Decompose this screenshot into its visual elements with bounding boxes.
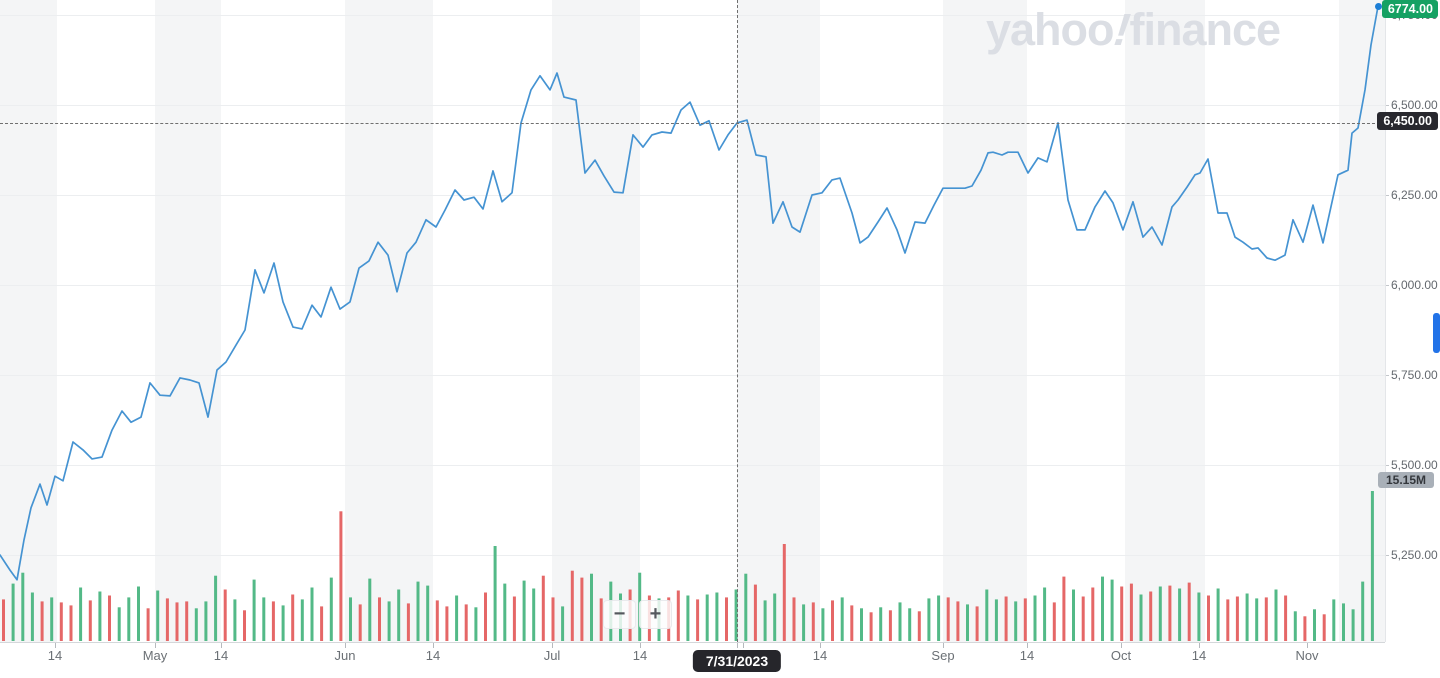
x-axis-label: May (142, 648, 168, 663)
y-gridline (0, 105, 1385, 106)
zoom-in-button[interactable]: + (639, 600, 672, 629)
y-axis-label: 5,500.00 (1391, 458, 1438, 472)
watermark-yahoo: yahoo (986, 4, 1115, 55)
x-axis-tick (743, 643, 744, 648)
y-axis-tick (1385, 555, 1389, 556)
last-price-badge: 6774.00 (1381, 0, 1438, 18)
month-stripe (552, 0, 640, 642)
x-axis-tick (1121, 643, 1122, 648)
volume-bars (2, 491, 1374, 642)
month-stripe (737, 0, 820, 642)
x-axis-label: 14 (47, 648, 63, 663)
watermark-finance: finance (1129, 4, 1282, 55)
month-stripe (155, 0, 221, 642)
y-axis-tick (1385, 195, 1389, 196)
y-axis-tick (1385, 105, 1389, 106)
scrollbar-thumb[interactable] (1433, 313, 1440, 353)
x-axis-label: Jun (334, 648, 356, 663)
x-axis-tick (1199, 643, 1200, 648)
crosshair-price-badge: 6,450.00 (1377, 112, 1438, 130)
x-axis-label: Oct (1110, 648, 1132, 663)
x-axis-tick (155, 643, 156, 648)
y-axis-label: 6,250.00 (1391, 188, 1438, 202)
last-price-dot (1374, 2, 1382, 10)
crosshair-horizontal-line (0, 123, 1385, 124)
x-axis-label: 14 (1191, 648, 1207, 663)
x-axis-tick (737, 643, 738, 648)
month-stripe (1125, 0, 1205, 642)
crosshair-date-tooltip: 7/31/2023 (692, 650, 782, 672)
zoom-out-button[interactable]: − (603, 600, 636, 629)
minus-icon: − (613, 602, 626, 625)
yahoo-finance-watermark: yahoo!finance (986, 4, 1282, 56)
x-axis-label: 14 (812, 648, 828, 663)
x-axis-tick (55, 643, 56, 648)
y-axis-tick (1385, 285, 1389, 286)
x-axis-tick (1027, 643, 1028, 648)
y-axis-label: 6,000.00 (1391, 278, 1438, 292)
x-axis-label: 14 (213, 648, 229, 663)
x-axis-line (0, 642, 1385, 643)
y-gridline (0, 555, 1385, 556)
x-axis-label: Jul (543, 648, 561, 663)
x-axis-tick (552, 643, 553, 648)
x-axis-tick (640, 643, 641, 648)
x-axis-tick (433, 643, 434, 648)
x-axis-tick (943, 643, 944, 648)
y-gridline (0, 375, 1385, 376)
crosshair-vertical-line (737, 0, 738, 642)
y-axis-label: 6,500.00 (1391, 98, 1438, 112)
x-axis-tick (221, 643, 222, 648)
x-axis-label: 14 (425, 648, 441, 663)
month-stripe (345, 0, 433, 642)
y-gridline (0, 285, 1385, 286)
x-axis-tick (345, 643, 346, 648)
x-axis-label: Sep (931, 648, 955, 663)
plot-right-border (1385, 0, 1386, 642)
plus-icon: + (649, 602, 662, 625)
chart-canvas[interactable] (0, 0, 1385, 642)
month-stripe (943, 0, 1027, 642)
y-gridline (0, 465, 1385, 466)
y-axis-label: 5,750.00 (1391, 368, 1438, 382)
y-gridline (0, 195, 1385, 196)
x-axis-tick (1307, 643, 1308, 648)
y-axis-tick (1385, 465, 1389, 466)
x-axis-tick (820, 643, 821, 648)
x-axis-label: 14 (1019, 648, 1035, 663)
y-gridline (0, 15, 1385, 16)
x-axis-label: Nov (1295, 648, 1319, 663)
month-stripe (0, 0, 57, 642)
price-line (0, 5, 1379, 581)
y-axis-label: 5,250.00 (1391, 548, 1438, 562)
x-axis-label: 14 (632, 648, 648, 663)
volume-badge: 15.15M (1378, 472, 1435, 488)
y-axis-tick (1385, 375, 1389, 376)
